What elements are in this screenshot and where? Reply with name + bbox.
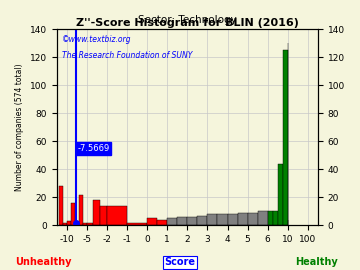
Text: The Research Foundation of SUNY: The Research Foundation of SUNY: [62, 51, 192, 60]
Bar: [78, 195, 83, 225]
Bar: [147, 218, 157, 225]
Bar: [93, 200, 100, 225]
Bar: [59, 186, 63, 225]
Text: Healthy: Healthy: [296, 257, 338, 267]
Bar: [207, 214, 217, 225]
Bar: [63, 223, 67, 225]
Bar: [177, 217, 187, 225]
Bar: [167, 218, 177, 225]
Text: Score: Score: [165, 257, 195, 267]
Bar: [238, 213, 248, 225]
Title: Z''-Score Histogram for BLIN (2016): Z''-Score Histogram for BLIN (2016): [76, 18, 299, 28]
Bar: [187, 217, 197, 225]
Y-axis label: Number of companies (574 total): Number of companies (574 total): [15, 63, 24, 191]
Bar: [75, 223, 78, 225]
Bar: [283, 50, 288, 225]
Text: Sector: Technology: Sector: Technology: [138, 15, 237, 25]
Bar: [217, 214, 228, 225]
Bar: [248, 213, 258, 225]
Bar: [268, 211, 273, 225]
Text: -7.5669: -7.5669: [77, 144, 110, 153]
Bar: [273, 211, 278, 225]
Bar: [127, 223, 147, 225]
Bar: [67, 221, 71, 225]
Bar: [258, 211, 268, 225]
Bar: [107, 206, 127, 225]
Bar: [278, 164, 283, 225]
Bar: [157, 220, 167, 225]
Bar: [100, 206, 107, 225]
Bar: [87, 223, 93, 225]
Bar: [83, 223, 87, 225]
Bar: [197, 216, 207, 225]
Bar: [71, 203, 75, 225]
Text: ©www.textbiz.org: ©www.textbiz.org: [62, 35, 131, 44]
Bar: [228, 214, 238, 225]
Text: Unhealthy: Unhealthy: [15, 257, 71, 267]
